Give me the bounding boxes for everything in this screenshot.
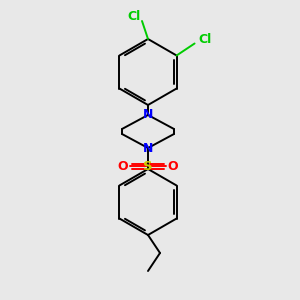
Text: S: S xyxy=(143,160,153,172)
Text: O: O xyxy=(168,160,178,172)
Text: N: N xyxy=(143,107,153,121)
Text: Cl: Cl xyxy=(198,33,211,46)
Text: Cl: Cl xyxy=(128,11,141,23)
Text: O: O xyxy=(118,160,128,172)
Text: N: N xyxy=(143,142,153,155)
